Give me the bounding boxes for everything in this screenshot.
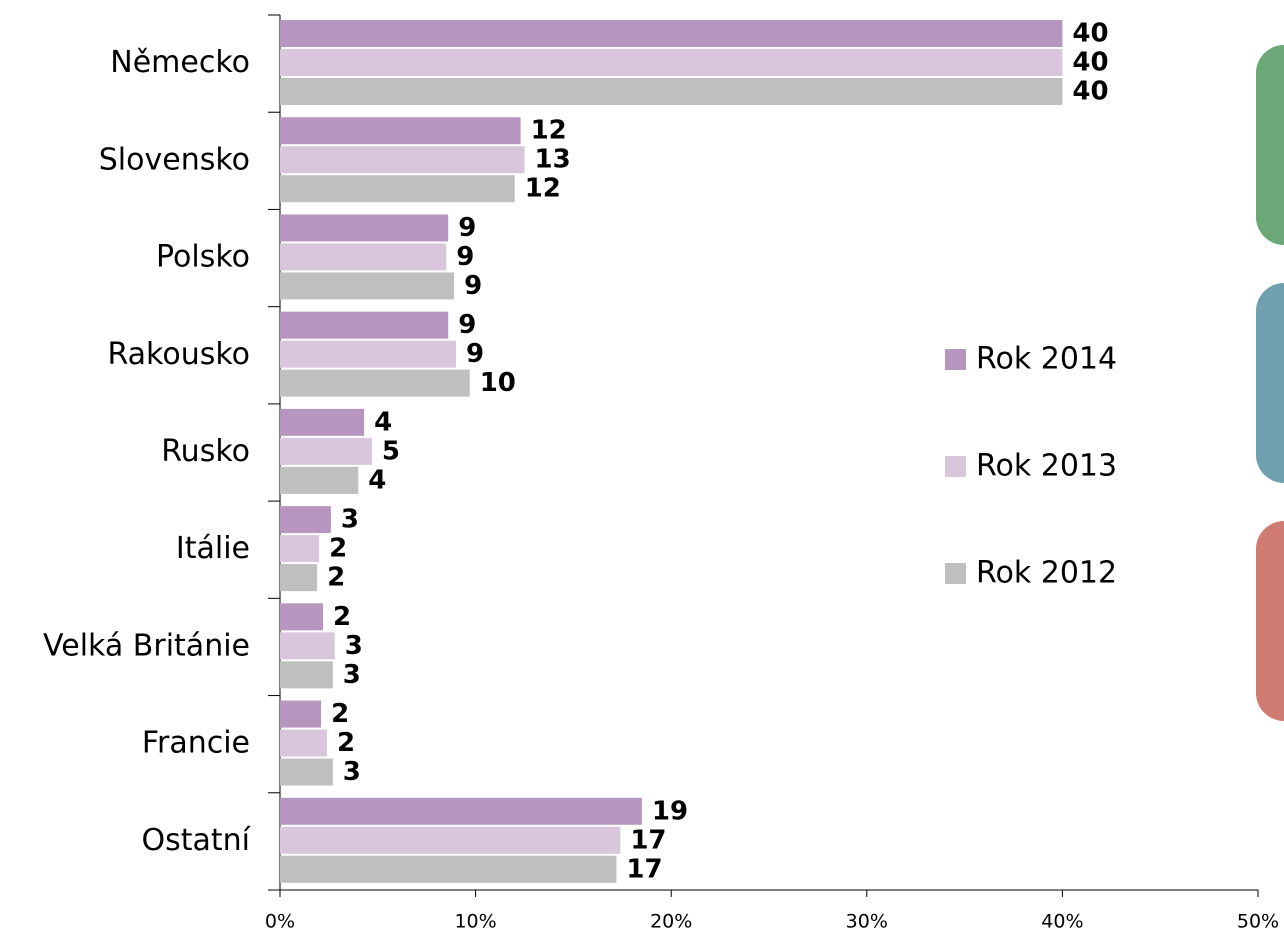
bar (280, 826, 621, 854)
bar (280, 146, 525, 174)
data-label: 2 (329, 534, 347, 564)
data-label: 19 (652, 796, 688, 826)
y-tick-label: Slovensko (99, 142, 250, 177)
data-label: 9 (458, 213, 476, 243)
bar (280, 437, 372, 465)
data-label: 2 (337, 728, 355, 758)
data-label: 3 (343, 757, 361, 787)
bar (280, 243, 447, 271)
bar (280, 369, 470, 397)
decor-blue (1256, 283, 1284, 483)
bar (280, 855, 617, 883)
data-label: 3 (341, 505, 359, 535)
y-tick-label: Velká Británie (43, 628, 250, 663)
legend-swatch (945, 349, 966, 370)
y-tick-label: Itálie (176, 531, 250, 566)
legend-label: Rok 2014 (976, 342, 1117, 377)
bar (280, 20, 1063, 47)
bar (280, 603, 324, 631)
data-label: 9 (466, 339, 484, 369)
data-label: 2 (333, 602, 351, 632)
bar (280, 758, 333, 786)
bar (280, 117, 521, 145)
legend-swatch (945, 456, 966, 477)
bar (280, 49, 1063, 76)
x-tick-label: 20% (650, 911, 692, 933)
data-label: 10 (480, 368, 516, 398)
data-label: 9 (464, 271, 482, 301)
x-tick-label: 0% (265, 911, 295, 933)
legend-label: Rok 2013 (976, 449, 1117, 484)
data-label: 9 (458, 310, 476, 340)
bar (280, 700, 322, 728)
decor-green (1256, 45, 1284, 245)
bar (280, 466, 359, 494)
data-label: 13 (535, 145, 571, 175)
data-label: 3 (343, 660, 361, 690)
y-tick-label: Polsko (156, 240, 250, 275)
y-tick-label: Německo (110, 45, 250, 80)
data-label: 17 (630, 825, 666, 855)
data-label: 9 (456, 242, 474, 272)
data-label: 17 (626, 854, 662, 884)
x-tick-label: 30% (846, 911, 888, 933)
data-label: 3 (345, 631, 363, 661)
bar (280, 564, 318, 592)
y-tick-label: Francie (142, 726, 250, 761)
bar (280, 506, 331, 534)
x-tick-label: 50% (1237, 911, 1279, 933)
data-label: 40 (1072, 77, 1108, 107)
bar (280, 661, 333, 689)
data-label: 12 (531, 116, 567, 146)
data-label: 40 (1072, 48, 1108, 78)
bar (280, 340, 457, 368)
data-label: 4 (374, 407, 392, 437)
legend-label: Rok 2012 (976, 556, 1117, 591)
data-label: 5 (382, 436, 400, 466)
x-tick-label: 40% (1041, 911, 1083, 933)
bar (280, 729, 327, 757)
legend-swatch (945, 563, 966, 584)
bar (280, 535, 320, 563)
bar (280, 175, 515, 203)
bar (280, 408, 365, 436)
data-label: 4 (368, 465, 386, 495)
decor-red (1256, 521, 1284, 721)
y-tick-label: Ostatní (141, 823, 251, 858)
data-label: 2 (327, 563, 345, 593)
y-tick-label: Rakousko (107, 337, 250, 372)
y-tick-label: Rusko (161, 434, 250, 469)
data-label: 2 (331, 699, 349, 729)
bar (280, 272, 455, 300)
bar (280, 797, 642, 825)
bar (280, 214, 449, 242)
data-label: 40 (1072, 19, 1108, 49)
bar (280, 632, 335, 660)
x-tick-label: 10% (454, 911, 496, 933)
bar (280, 78, 1063, 105)
data-label: 12 (525, 174, 561, 204)
bar (280, 311, 449, 339)
